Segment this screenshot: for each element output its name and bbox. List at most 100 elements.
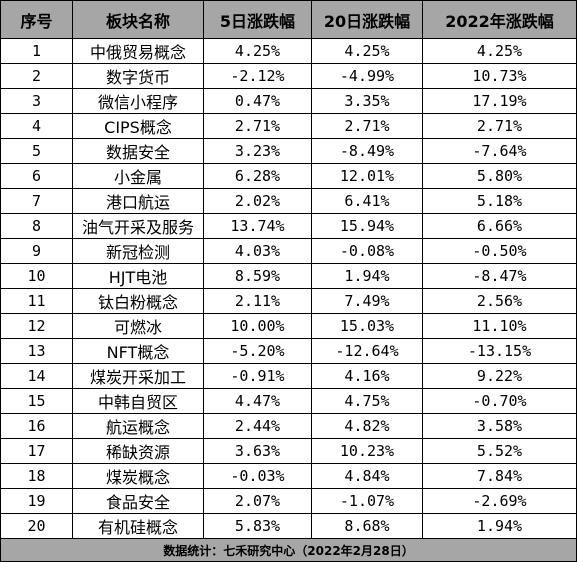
table-row: 16 航运概念 2.44% 4.82% 3.58%	[0, 413, 577, 439]
table-row: 17 稀缺资源 3.63% 10.23% 5.52%	[0, 438, 577, 464]
change-20day-cell: 6.41%	[311, 188, 423, 214]
change-5day-cell: 5.83%	[203, 513, 312, 539]
change-2022-cell: -7.64%	[422, 138, 577, 164]
sector-name-cell: 中韩自贸区	[72, 388, 204, 414]
change-20day-cell: 8.68%	[311, 513, 423, 539]
change-5day-cell: 2.07%	[203, 488, 312, 514]
rank-cell: 14	[0, 363, 73, 389]
table-row: 6 小金属 6.28% 12.01% 5.80%	[0, 163, 577, 189]
table-row: 3 微信小程序 0.47% 3.35% 17.19%	[0, 88, 577, 114]
rank-cell: 6	[0, 163, 73, 189]
sector-name-cell: 微信小程序	[72, 88, 204, 114]
change-2022-cell: 3.58%	[422, 413, 577, 439]
table-row: 2 数字货币 -2.12% -4.99% 10.73%	[0, 63, 577, 89]
rank-cell: 2	[0, 63, 73, 89]
change-5day-cell: 4.03%	[203, 238, 312, 264]
sector-name-cell: 煤炭概念	[72, 463, 204, 489]
rank-cell: 7	[0, 188, 73, 214]
rank-cell: 4	[0, 113, 73, 139]
change-5day-cell: 0.47%	[203, 88, 312, 114]
change-5day-cell: 4.47%	[203, 388, 312, 414]
table-row: 7 港口航运 2.02% 6.41% 5.18%	[0, 188, 577, 214]
rank-cell: 9	[0, 238, 73, 264]
rank-cell: 20	[0, 513, 73, 539]
sector-name-cell: 小金属	[72, 163, 204, 189]
table-row: 5 数据安全 3.23% -8.49% -7.64%	[0, 138, 577, 164]
rank-cell: 13	[0, 338, 73, 364]
change-20day-cell: 12.01%	[311, 163, 423, 189]
rank-cell: 8	[0, 213, 73, 239]
table-row: 1 中俄贸易概念 4.25% 4.25% 4.25%	[0, 38, 577, 64]
header-row: 序号 板块名称 5日涨跌幅 20日涨跌幅 2022年涨跌幅	[0, 0, 577, 39]
table-row: 13 NFT概念 -5.20% -12.64% -13.15%	[0, 338, 577, 364]
rank-cell: 17	[0, 438, 73, 464]
table-row: 11 钛白粉概念 2.11% 7.49% 2.56%	[0, 288, 577, 314]
change-20day-cell: -8.49%	[311, 138, 423, 164]
change-5day-cell: -0.91%	[203, 363, 312, 389]
header-20day-change: 20日涨跌幅	[311, 0, 423, 39]
header-2022-change: 2022年涨跌幅	[422, 0, 577, 39]
change-2022-cell: 7.84%	[422, 463, 577, 489]
change-5day-cell: 2.44%	[203, 413, 312, 439]
change-2022-cell: 5.52%	[422, 438, 577, 464]
change-2022-cell: 10.73%	[422, 63, 577, 89]
rank-cell: 19	[0, 488, 73, 514]
sector-name-cell: 油气开采及服务	[72, 213, 204, 239]
change-2022-cell: 9.22%	[422, 363, 577, 389]
table-row: 20 有机硅概念 5.83% 8.68% 1.94%	[0, 513, 577, 539]
sector-name-cell: 可燃冰	[72, 313, 204, 339]
sector-name-cell: CIPS概念	[72, 113, 204, 139]
change-5day-cell: -5.20%	[203, 338, 312, 364]
table-row: 19 食品安全 2.07% -1.07% -2.69%	[0, 488, 577, 514]
rank-cell: 11	[0, 288, 73, 314]
sector-name-cell: 钛白粉概念	[72, 288, 204, 314]
change-2022-cell: -13.15%	[422, 338, 577, 364]
table-row: 14 煤炭开采加工 -0.91% 4.16% 9.22%	[0, 363, 577, 389]
change-20day-cell: -12.64%	[311, 338, 423, 364]
header-5day-change: 5日涨跌幅	[203, 0, 312, 39]
footer-row: 数据统计：七禾研究中心（2022年2月28日）	[0, 538, 577, 562]
change-2022-cell: 11.10%	[422, 313, 577, 339]
sector-name-cell: 煤炭开采加工	[72, 363, 204, 389]
change-2022-cell: 2.56%	[422, 288, 577, 314]
rank-cell: 5	[0, 138, 73, 164]
change-20day-cell: 15.94%	[311, 213, 423, 239]
sector-name-cell: 港口航运	[72, 188, 204, 214]
change-20day-cell: -1.07%	[311, 488, 423, 514]
change-2022-cell: 6.66%	[422, 213, 577, 239]
change-5day-cell: 3.63%	[203, 438, 312, 464]
change-5day-cell: 4.25%	[203, 38, 312, 64]
change-20day-cell: -4.99%	[311, 63, 423, 89]
change-5day-cell: 2.71%	[203, 113, 312, 139]
change-20day-cell: 10.23%	[311, 438, 423, 464]
change-2022-cell: -2.69%	[422, 488, 577, 514]
change-20day-cell: 4.82%	[311, 413, 423, 439]
sector-name-cell: 食品安全	[72, 488, 204, 514]
change-20day-cell: -0.08%	[311, 238, 423, 264]
change-20day-cell: 2.71%	[311, 113, 423, 139]
table-body: 1 中俄贸易概念 4.25% 4.25% 4.25% 2 数字货币 -2.12% -4.99% 1…	[0, 38, 577, 539]
change-2022-cell: 2.71%	[422, 113, 577, 139]
table-row: 15 中韩自贸区 4.47% 4.75% -0.70%	[0, 388, 577, 414]
change-5day-cell: 10.00%	[203, 313, 312, 339]
rank-cell: 12	[0, 313, 73, 339]
change-20day-cell: 3.35%	[311, 88, 423, 114]
change-5day-cell: 13.74%	[203, 213, 312, 239]
sector-name-cell: 中俄贸易概念	[72, 38, 204, 64]
sector-name-cell: 稀缺资源	[72, 438, 204, 464]
data-source-note: 数据统计：七禾研究中心（2022年2月28日）	[0, 538, 577, 562]
change-5day-cell: 6.28%	[203, 163, 312, 189]
change-2022-cell: 4.25%	[422, 38, 577, 64]
change-20day-cell: 4.84%	[311, 463, 423, 489]
change-5day-cell: -0.03%	[203, 463, 312, 489]
sector-name-cell: 有机硅概念	[72, 513, 204, 539]
sector-name-cell: HJT电池	[72, 263, 204, 289]
change-2022-cell: -0.50%	[422, 238, 577, 264]
change-5day-cell: -2.12%	[203, 63, 312, 89]
change-2022-cell: 5.80%	[422, 163, 577, 189]
header-rank: 序号	[0, 0, 73, 39]
change-5day-cell: 2.02%	[203, 188, 312, 214]
sector-name-cell: NFT概念	[72, 338, 204, 364]
